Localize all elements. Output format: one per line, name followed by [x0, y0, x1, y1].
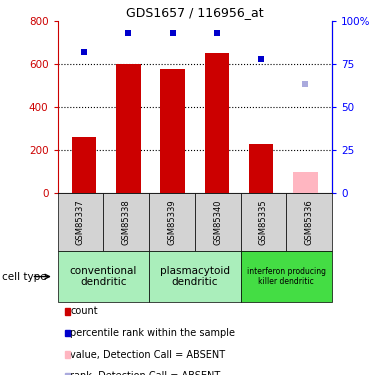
Text: count: count: [70, 306, 98, 316]
Bar: [240, 193, 286, 251]
Text: value, Detection Call = ABSENT: value, Detection Call = ABSENT: [70, 350, 226, 360]
Text: GSM85336: GSM85336: [305, 200, 313, 245]
Bar: [286, 193, 332, 251]
Text: plasmacytoid
dendritic: plasmacytoid dendritic: [160, 266, 230, 287]
Bar: [293, 172, 318, 193]
Text: percentile rank within the sample: percentile rank within the sample: [70, 328, 235, 338]
Bar: [240, 251, 332, 302]
Text: GSM85338: GSM85338: [122, 200, 131, 245]
Bar: [103, 193, 149, 251]
Bar: [195, 193, 240, 251]
Bar: [161, 69, 185, 193]
Text: GSM85337: GSM85337: [76, 200, 85, 245]
Text: interferon producing
killer dendritic: interferon producing killer dendritic: [247, 267, 326, 286]
Text: cell type: cell type: [2, 272, 46, 282]
Bar: [116, 64, 141, 193]
Text: conventional
dendritic: conventional dendritic: [70, 266, 137, 287]
Text: GSM85339: GSM85339: [167, 200, 176, 245]
Bar: [72, 137, 96, 193]
Bar: [249, 144, 273, 193]
Title: GDS1657 / 116956_at: GDS1657 / 116956_at: [126, 6, 263, 20]
Bar: [205, 53, 229, 193]
Bar: [149, 251, 240, 302]
Bar: [58, 193, 103, 251]
Text: GSM85340: GSM85340: [213, 200, 222, 245]
Bar: [58, 251, 149, 302]
Text: rank, Detection Call = ABSENT: rank, Detection Call = ABSENT: [70, 372, 220, 375]
Bar: [149, 193, 195, 251]
Text: GSM85335: GSM85335: [259, 200, 268, 245]
